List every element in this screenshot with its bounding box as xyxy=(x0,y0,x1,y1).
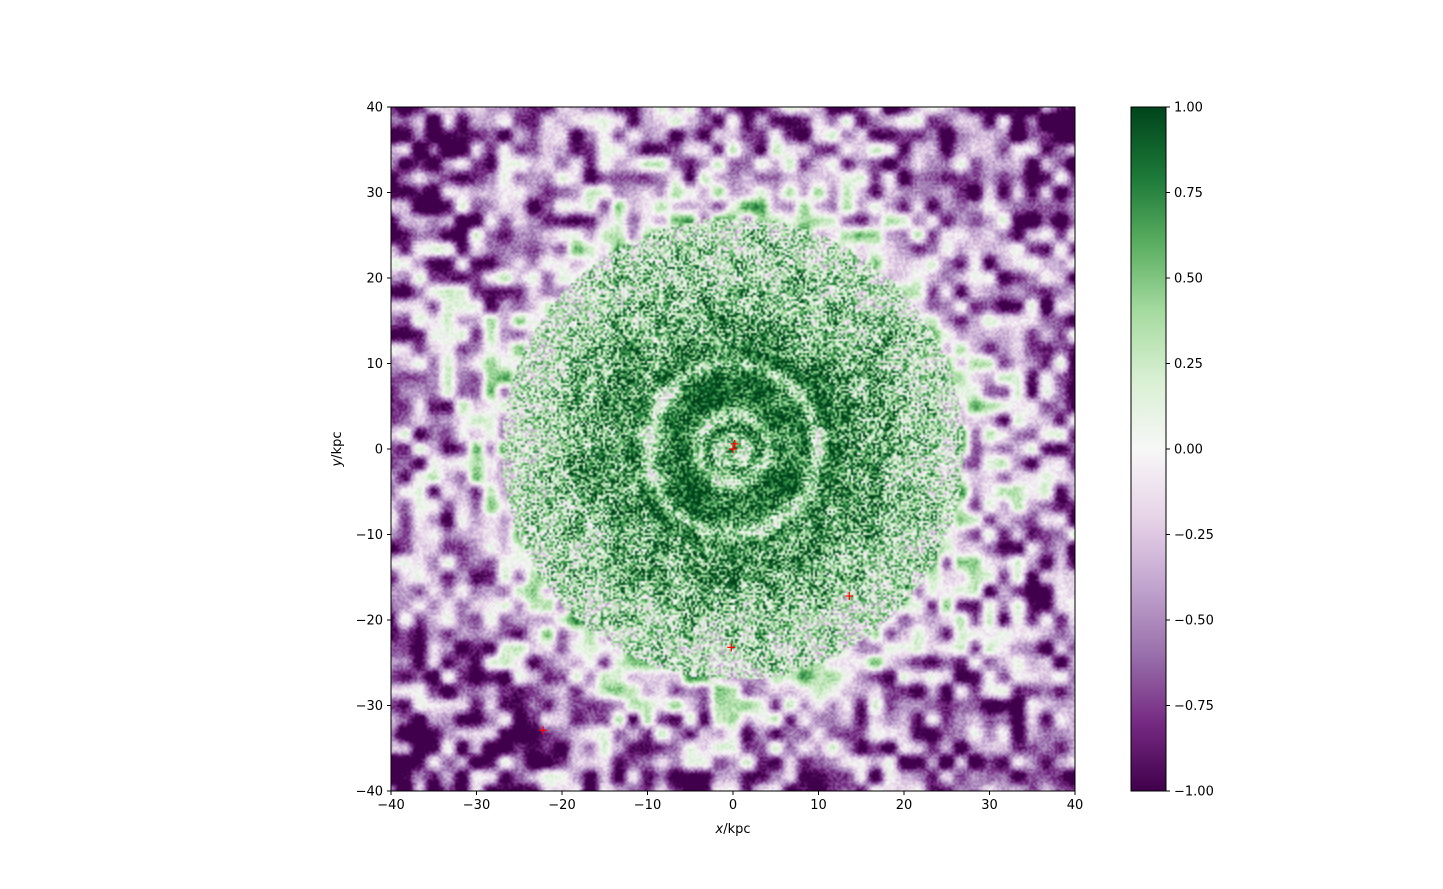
colorbar-tick-label: 0.75 xyxy=(1174,186,1203,201)
marker-plus xyxy=(729,445,737,453)
x-tick-label: 20 xyxy=(896,798,913,813)
marker-plus xyxy=(730,439,739,448)
y-tick-label: 0 xyxy=(375,443,383,458)
colorbar-tick-label: 0.00 xyxy=(1174,443,1203,458)
colorbar: −1.00 −0.75 −0.50 −0.25 0.00 0.25 0.50 0.75 1.00 xyxy=(1130,101,1214,800)
x-tick-label: −20 xyxy=(548,798,575,813)
colorbar-tick-label: −0.50 xyxy=(1174,614,1214,629)
y-tick-label: −40 xyxy=(356,785,383,800)
colorbar-tick-label: −0.75 xyxy=(1174,699,1214,714)
y-tick-label: 10 xyxy=(366,357,383,372)
y-tick-label: −10 xyxy=(356,528,383,543)
y-tick-label: −20 xyxy=(356,614,383,629)
x-axis-label: x/kpc xyxy=(714,822,750,837)
x-tick-label: −30 xyxy=(463,798,490,813)
y-tick-label: 20 xyxy=(366,272,383,287)
y-tick-label: 30 xyxy=(366,186,383,201)
y-tick-label: −30 xyxy=(356,699,383,714)
x-tick-label: 10 xyxy=(810,798,827,813)
x-axis-ticks: −40 −30 −20 −10 0 10 20 30 40 xyxy=(377,791,1083,813)
x-tick-label: −40 xyxy=(377,798,404,813)
x-tick-label: −10 xyxy=(634,798,661,813)
marker-plus xyxy=(539,726,548,735)
colorbar-tick-label: 0.50 xyxy=(1174,272,1203,287)
colorbar-ticks: −1.00 −0.75 −0.50 −0.25 0.00 0.25 0.50 0.75 1.00 xyxy=(1166,101,1214,800)
markers-layer xyxy=(539,439,854,735)
x-tick-label: 40 xyxy=(1067,798,1084,813)
colorbar-tick-label: 0.25 xyxy=(1174,357,1203,372)
y-axis-ticks: −40 −30 −20 −10 0 10 20 30 40 xyxy=(356,101,391,800)
y-axis-label: y/kpc xyxy=(330,431,345,467)
colorbar-tick-label: 1.00 xyxy=(1174,101,1203,116)
colorbar-tick-label: −1.00 xyxy=(1174,785,1214,800)
marker-plus xyxy=(845,592,854,601)
colorbar-gradient xyxy=(1131,107,1166,791)
y-tick-label: 40 xyxy=(366,101,383,116)
marker-plus xyxy=(727,643,736,652)
colorbar-tick-label: −0.25 xyxy=(1174,528,1214,543)
x-tick-label: 30 xyxy=(981,798,998,813)
x-tick-label: 0 xyxy=(729,798,737,813)
